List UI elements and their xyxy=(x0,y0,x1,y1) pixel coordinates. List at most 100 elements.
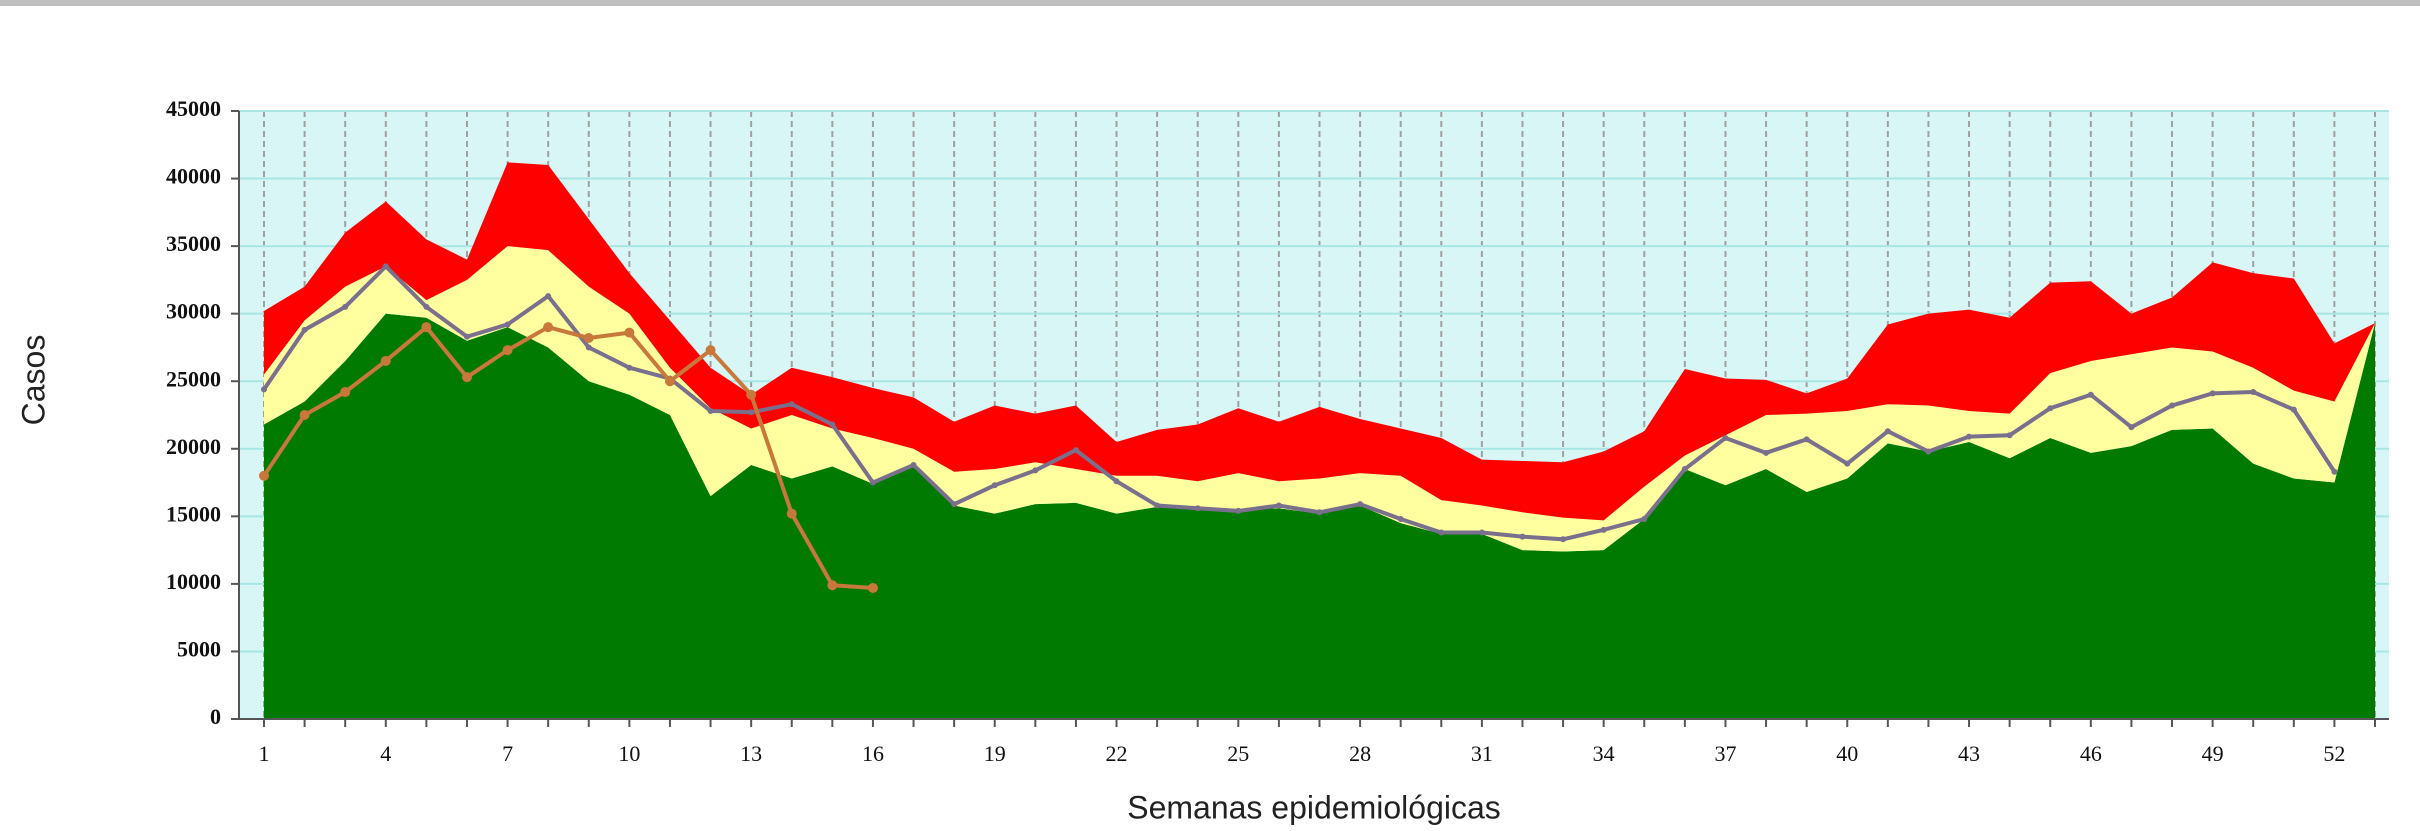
point xyxy=(951,501,958,508)
point xyxy=(1154,502,1161,509)
point xyxy=(1803,436,1810,443)
x-tick-label: 13 xyxy=(740,741,762,766)
point xyxy=(1357,501,1364,508)
point xyxy=(504,321,511,328)
line xyxy=(262,263,2337,542)
y-tick-label: 10000 xyxy=(166,569,221,594)
point xyxy=(583,332,594,343)
point xyxy=(748,409,755,416)
point xyxy=(1072,447,1079,454)
x-tick-label: 4 xyxy=(380,741,391,766)
x-tick-label: 22 xyxy=(1106,741,1128,766)
point xyxy=(1478,529,1485,536)
point xyxy=(1316,509,1323,516)
point xyxy=(1844,460,1851,467)
area xyxy=(264,313,2375,719)
point xyxy=(2169,402,2176,409)
point xyxy=(421,322,432,333)
point xyxy=(380,355,391,366)
point xyxy=(585,344,592,351)
point xyxy=(1763,449,1770,456)
point xyxy=(1397,516,1404,523)
y-tick-label: 45000 xyxy=(166,96,221,121)
point xyxy=(707,407,714,414)
point xyxy=(2047,405,2054,412)
x-tick-label: 19 xyxy=(984,741,1006,766)
point xyxy=(342,303,349,310)
point xyxy=(2209,390,2216,397)
point xyxy=(545,293,552,300)
point xyxy=(1438,529,1445,536)
point xyxy=(786,508,797,519)
point xyxy=(1681,466,1688,473)
point xyxy=(1032,467,1039,474)
point xyxy=(461,372,472,383)
point xyxy=(746,389,757,400)
point xyxy=(259,470,269,481)
x-tick-label: 16 xyxy=(862,741,884,766)
x-tick-label: 52 xyxy=(2323,741,2345,766)
x-tick-label: 34 xyxy=(1593,741,1615,766)
point xyxy=(1275,502,1282,509)
point xyxy=(829,421,836,428)
point xyxy=(423,303,430,310)
y-axis-title: Casos xyxy=(15,335,51,426)
point xyxy=(1519,533,1526,540)
point xyxy=(1194,505,1201,512)
point xyxy=(2087,391,2094,398)
point xyxy=(1884,428,1891,435)
point xyxy=(261,386,267,393)
point xyxy=(340,387,351,398)
y-tick-label: 30000 xyxy=(166,299,221,324)
x-axis-title: Semanas epidemiológicas xyxy=(1127,789,1501,825)
area xyxy=(264,246,2375,552)
point xyxy=(1641,516,1648,523)
point xyxy=(2250,389,2257,396)
point xyxy=(2006,432,2013,439)
point xyxy=(1560,536,1567,543)
point xyxy=(299,410,310,420)
point xyxy=(1925,448,1932,455)
x-tick-label: 37 xyxy=(1714,741,1736,766)
line xyxy=(262,324,874,590)
point xyxy=(788,401,795,408)
point xyxy=(869,479,876,486)
point xyxy=(626,364,633,371)
point xyxy=(867,582,878,593)
y-tick-label: 20000 xyxy=(166,434,221,459)
x-tick-label: 43 xyxy=(1958,741,1980,766)
x-tick-label: 25 xyxy=(1227,741,1249,766)
point xyxy=(2290,406,2297,413)
point xyxy=(910,461,917,468)
area xyxy=(264,162,2375,521)
y-tick-label: 5000 xyxy=(177,636,221,661)
point xyxy=(664,376,675,387)
y-tick-label: 35000 xyxy=(166,231,221,256)
point xyxy=(991,482,998,489)
point xyxy=(301,326,308,333)
point xyxy=(705,345,716,356)
point xyxy=(543,322,554,333)
point xyxy=(2128,424,2135,431)
point xyxy=(502,345,513,356)
x-tick-label: 49 xyxy=(2202,741,2224,766)
point xyxy=(624,327,635,338)
y-tick-label: 15000 xyxy=(166,501,221,526)
x-tick-label: 10 xyxy=(618,741,640,766)
point xyxy=(1600,526,1607,533)
point xyxy=(1235,507,1242,514)
x-tick-label: 1 xyxy=(259,741,270,766)
point xyxy=(382,263,389,270)
x-tick-label: 7 xyxy=(502,741,513,766)
y-tick-label: 0 xyxy=(210,704,221,729)
y-tick-label: 40000 xyxy=(166,164,221,189)
x-tick-label: 40 xyxy=(1836,741,1858,766)
point xyxy=(827,580,838,591)
y-tick-label: 25000 xyxy=(166,366,221,391)
top-border xyxy=(0,0,2420,6)
point xyxy=(1113,478,1120,485)
x-tick-label: 46 xyxy=(2080,741,2102,766)
x-tick-label: 31 xyxy=(1471,741,1493,766)
x-tick-label: 28 xyxy=(1349,741,1371,766)
